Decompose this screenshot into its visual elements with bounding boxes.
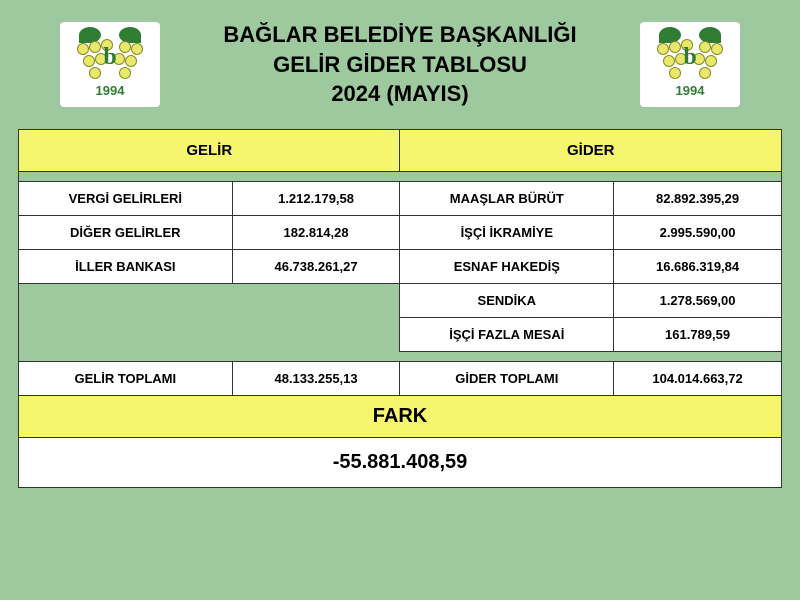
gider-value: 2.995.590,00 [614, 216, 782, 250]
gelir-label: DİĞER GELİRLER [19, 216, 233, 250]
gelir-label: İLLER BANKASI [19, 250, 233, 284]
totals-row: GELİR TOPLAMI 48.133.255,13 GİDER TOPLAM… [19, 362, 782, 396]
gelir-value: 1.212.179,58 [232, 182, 400, 216]
gider-total-label: GİDER TOPLAMI [400, 362, 614, 396]
gider-value: 161.789,59 [614, 318, 782, 352]
gelir-empty [19, 284, 400, 352]
fark-label: FARK [19, 396, 782, 438]
logo-letter: b [103, 44, 116, 71]
gider-label: ESNAF HAKEDİŞ [400, 250, 614, 284]
logo-right: b 1994 [640, 22, 740, 107]
gelir-total-value: 48.133.255,13 [232, 362, 400, 396]
gider-value: 1.278.569,00 [614, 284, 782, 318]
table-row: İLLER BANKASI 46.738.261,27 ESNAF HAKEDİ… [19, 250, 782, 284]
logo-letter: b [683, 44, 696, 71]
fark-value: -55.881.408,59 [19, 438, 782, 488]
logo-left: b 1994 [60, 22, 160, 107]
gelir-value: 46.738.261,27 [232, 250, 400, 284]
gider-header: GİDER [400, 130, 782, 172]
title-block: BAĞLAR BELEDİYE BAŞKANLIĞI GELİR GİDER T… [160, 20, 640, 109]
gider-label: MAAŞLAR BÜRÜT [400, 182, 614, 216]
gider-value: 16.686.319,84 [614, 250, 782, 284]
gider-label: İŞÇİ FAZLA MESAİ [400, 318, 614, 352]
gelir-header: GELİR [19, 130, 400, 172]
table-row: DİĞER GELİRLER 182.814,28 İŞÇİ İKRAMİYE … [19, 216, 782, 250]
title-line-3: 2024 (MAYIS) [160, 79, 640, 109]
gelir-label: VERGİ GELİRLERİ [19, 182, 233, 216]
gider-label: SENDİKA [400, 284, 614, 318]
income-expense-table: GELİR GİDER VERGİ GELİRLERİ 1.212.179,58… [18, 129, 782, 488]
title-line-2: GELİR GİDER TABLOSU [160, 50, 640, 80]
logo-year: 1994 [676, 83, 705, 98]
header: b 1994 BAĞLAR BELEDİYE BAŞKANLIĞI GELİR … [0, 0, 800, 129]
title-line-1: BAĞLAR BELEDİYE BAŞKANLIĞI [160, 20, 640, 50]
gider-label: İŞÇİ İKRAMİYE [400, 216, 614, 250]
gider-value: 82.892.395,29 [614, 182, 782, 216]
gelir-value: 182.814,28 [232, 216, 400, 250]
table-row: SENDİKA 1.278.569,00 [19, 284, 782, 318]
logo-year: 1994 [96, 83, 125, 98]
gider-total-value: 104.014.663,72 [614, 362, 782, 396]
table-container: GELİR GİDER VERGİ GELİRLERİ 1.212.179,58… [0, 129, 800, 488]
table-row: VERGİ GELİRLERİ 1.212.179,58 MAAŞLAR BÜR… [19, 182, 782, 216]
gelir-total-label: GELİR TOPLAMI [19, 362, 233, 396]
